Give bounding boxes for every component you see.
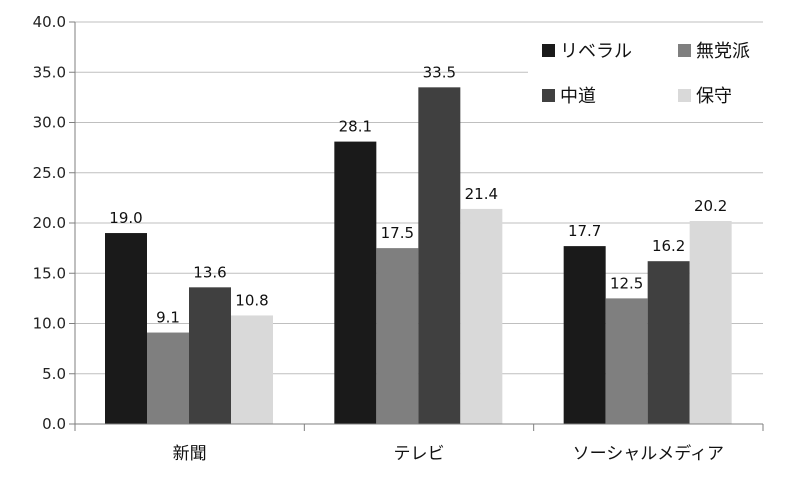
data-label: 19.0 [109,209,142,227]
data-label: 21.4 [465,185,498,203]
y-tick-label: 5.0 [42,365,66,383]
bar [105,233,147,424]
data-label: 20.2 [694,197,727,215]
y-tick-label: 25.0 [33,164,66,182]
bar [418,87,461,424]
y-tick-label: 0.0 [42,415,66,433]
y-tick-labels: 0.0 5.0 10.0 15.0 20.0 25.0 30.0 35.0 40.0 [33,13,66,433]
y-tick-label: 30.0 [33,114,66,132]
bar [647,261,690,424]
axes [69,21,764,431]
bar [231,315,273,424]
legend-swatch [678,89,691,102]
bar [605,298,648,424]
legend-swatch [542,44,555,57]
y-tick-label: 35.0 [33,63,66,81]
data-label: 10.8 [235,291,268,309]
y-tick-label: 10.0 [33,315,66,333]
bars [105,87,732,424]
legend-label: 中道 [560,86,596,107]
category-label: ソーシャルメディア [573,443,724,464]
bar [189,287,231,424]
legend-background [528,30,768,116]
data-label: 17.7 [568,222,601,240]
legend-swatch [678,44,691,57]
y-tick-label: 20.0 [33,214,66,232]
bar [147,332,189,424]
category-label: テレビ [394,444,445,464]
legend-label: 保守 [696,86,732,107]
legend-label: 無党派 [696,41,750,62]
legend-swatch [542,89,555,102]
data-label: 33.5 [423,63,456,81]
bar [334,141,377,424]
legend-label: リベラル [560,41,632,62]
bar [376,248,419,424]
data-labels: 19.0 9.1 13.6 10.8 28.1 17.5 33.5 21.4 17.7 12.5 1… [109,63,727,326]
category-labels: 新聞 テレビ ソーシャルメディア [173,443,724,464]
data-label: 12.5 [610,274,643,292]
bar [689,220,732,424]
data-label: 13.6 [193,263,226,281]
bar [563,246,606,424]
category-label: 新聞 [173,444,207,464]
data-label: 17.5 [381,224,414,242]
y-tick-label: 40.0 [33,13,66,31]
data-label: 9.1 [156,309,180,327]
bar [460,208,503,424]
data-label: 28.1 [339,118,372,136]
y-tick-label: 15.0 [33,264,66,282]
data-label: 16.2 [652,237,685,255]
